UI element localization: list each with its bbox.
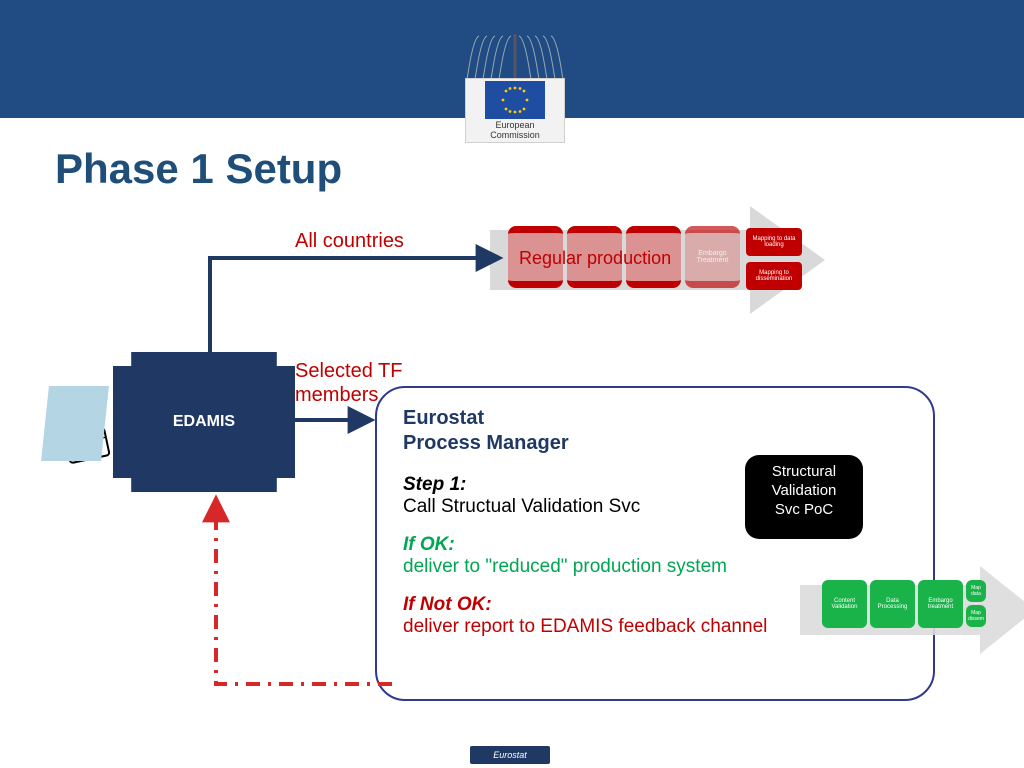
green-box: Content Validation: [822, 580, 867, 628]
green-box-small: Map dissem: [966, 605, 986, 627]
ec-building-icon: [465, 30, 565, 80]
green-box: Data Processing: [870, 580, 915, 628]
regular-production-label: Regular production: [519, 248, 671, 269]
green-box-small: Map data: [966, 580, 986, 602]
red-box-tail: Mapping to data loading Mapping to disse…: [744, 226, 804, 296]
ec-logo-label: EuropeanCommission: [466, 121, 564, 141]
structural-validation-box: Structural Validation Svc PoC: [745, 455, 863, 539]
label-all-countries: All countries: [295, 230, 404, 253]
green-pipeline: Content Validation Data Processing Embar…: [822, 580, 986, 628]
pm-title: Eurostat Process Manager: [403, 406, 907, 456]
edamis-node: EDAMIS: [113, 352, 295, 492]
pm-step-label: Step 1:: [403, 474, 466, 495]
green-box: Embargo treatment: [918, 580, 963, 628]
globe-briefcase-icon: [35, 380, 125, 475]
ec-logo: EuropeanCommission: [455, 30, 575, 150]
footer-eurostat: Eurostat: [470, 746, 550, 764]
edamis-label: EDAMIS: [173, 413, 235, 431]
red-box: Embargo Treatment: [685, 226, 740, 288]
page-title: Phase 1 Setup: [55, 145, 342, 193]
